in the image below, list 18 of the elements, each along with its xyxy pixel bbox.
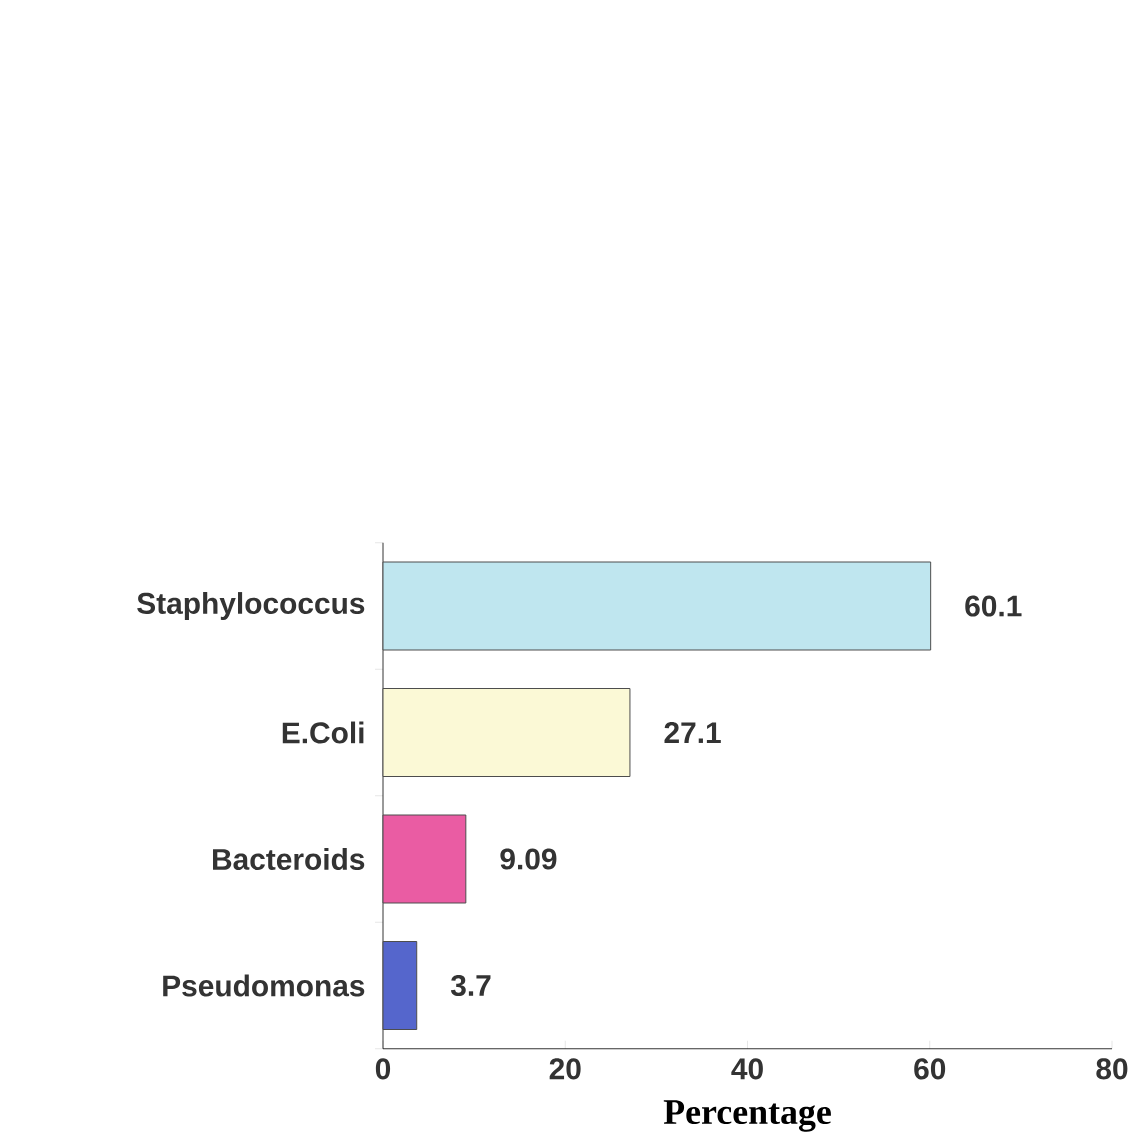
y-tick-label: Staphylococcus [137, 592, 365, 620]
y-tick-label: E.Coli [282, 721, 364, 744]
y-tick-label: Pseudomonas [163, 974, 365, 997]
x-axis-title: Percentage [663, 1100, 831, 1132]
bar [382, 941, 418, 1031]
bar [382, 688, 631, 778]
x-tick-label: 60 [914, 1058, 946, 1080]
y-tick-label: Bacteroids [213, 848, 365, 870]
data-label: 3.7 [450, 974, 491, 997]
data-label: 60.1 [965, 595, 1022, 617]
data-label: 9.09 [500, 848, 557, 870]
x-tick-label: 40 [731, 1058, 763, 1080]
x-tick-label: 20 [549, 1058, 581, 1080]
data-label: 27.1 [664, 722, 721, 743]
x-tick-label: 0 [375, 1058, 391, 1080]
bar [382, 561, 932, 651]
x-tick-label: 80 [1096, 1058, 1128, 1080]
bar [382, 814, 467, 904]
